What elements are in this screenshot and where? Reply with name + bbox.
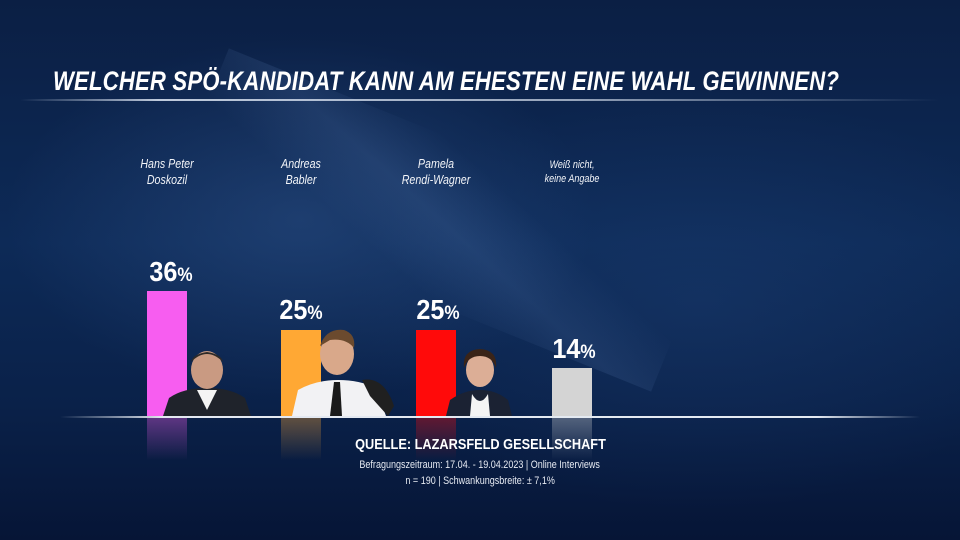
value-no-answer: 14% xyxy=(534,333,615,365)
rendi-wagner-photo xyxy=(446,349,512,416)
source-sample: n = 190 | Schwankungsbreite: ± 7,1% xyxy=(0,471,960,489)
value-number: 25 xyxy=(416,294,445,325)
label-line2: Doskozil xyxy=(146,172,188,187)
label-no-answer: Weiß nicht, keine Angabe xyxy=(515,158,630,186)
babler-photo xyxy=(292,329,394,416)
label-line2: Babler xyxy=(285,172,317,187)
label-line1: Pamela xyxy=(417,156,455,171)
value-number: 25 xyxy=(279,294,308,325)
value-doskozil: 36% xyxy=(131,256,212,288)
label-line1: Hans Peter xyxy=(140,156,194,171)
value-number: 36 xyxy=(149,256,178,287)
label-line2: keine Angabe xyxy=(544,173,600,185)
value-percent: % xyxy=(444,303,460,324)
label-doskozil: Hans Peter Doskozil xyxy=(110,156,225,188)
source-line3: n = 190 | Schwankungsbreite: ± 7,1% xyxy=(405,475,555,487)
title-divider xyxy=(20,99,940,101)
chart-baseline xyxy=(60,416,920,418)
doskozil-photo xyxy=(163,351,251,416)
value-percent: % xyxy=(580,342,596,363)
bar-reflection xyxy=(416,418,456,460)
value-number: 14 xyxy=(552,333,581,364)
source-title: QUELLE: LAZARSFELD GESELLSCHAFT xyxy=(0,436,960,454)
chart-title: WELCHER SPÖ-KANDIDAT KANN AM EHESTEN EIN… xyxy=(53,66,840,96)
value-babler: 25% xyxy=(261,294,342,326)
bar-reflection xyxy=(147,418,187,460)
value-rendi-wagner: 25% xyxy=(398,294,479,326)
source-line2: Befragungszeitraum: 17.04. - 19.04.2023 … xyxy=(359,459,601,471)
label-rendi-wagner: Pamela Rendi-Wagner xyxy=(379,156,494,188)
source-period: Befragungszeitraum: 17.04. - 19.04.2023 … xyxy=(0,455,960,473)
value-percent: % xyxy=(177,265,193,286)
bar-no-answer xyxy=(552,368,592,416)
label-line2: Rendi-Wagner xyxy=(401,172,471,187)
label-line1: Andreas xyxy=(281,156,321,171)
bar-rendi-wagner xyxy=(416,330,456,416)
bar-reflection xyxy=(281,418,321,460)
source-line1: QUELLE: LAZARSFELD GESELLSCHAFT xyxy=(354,436,606,453)
label-line1: Weiß nicht, xyxy=(549,159,595,171)
value-percent: % xyxy=(307,303,323,324)
bar-reflection xyxy=(552,418,592,460)
label-babler: Andreas Babler xyxy=(244,156,359,188)
